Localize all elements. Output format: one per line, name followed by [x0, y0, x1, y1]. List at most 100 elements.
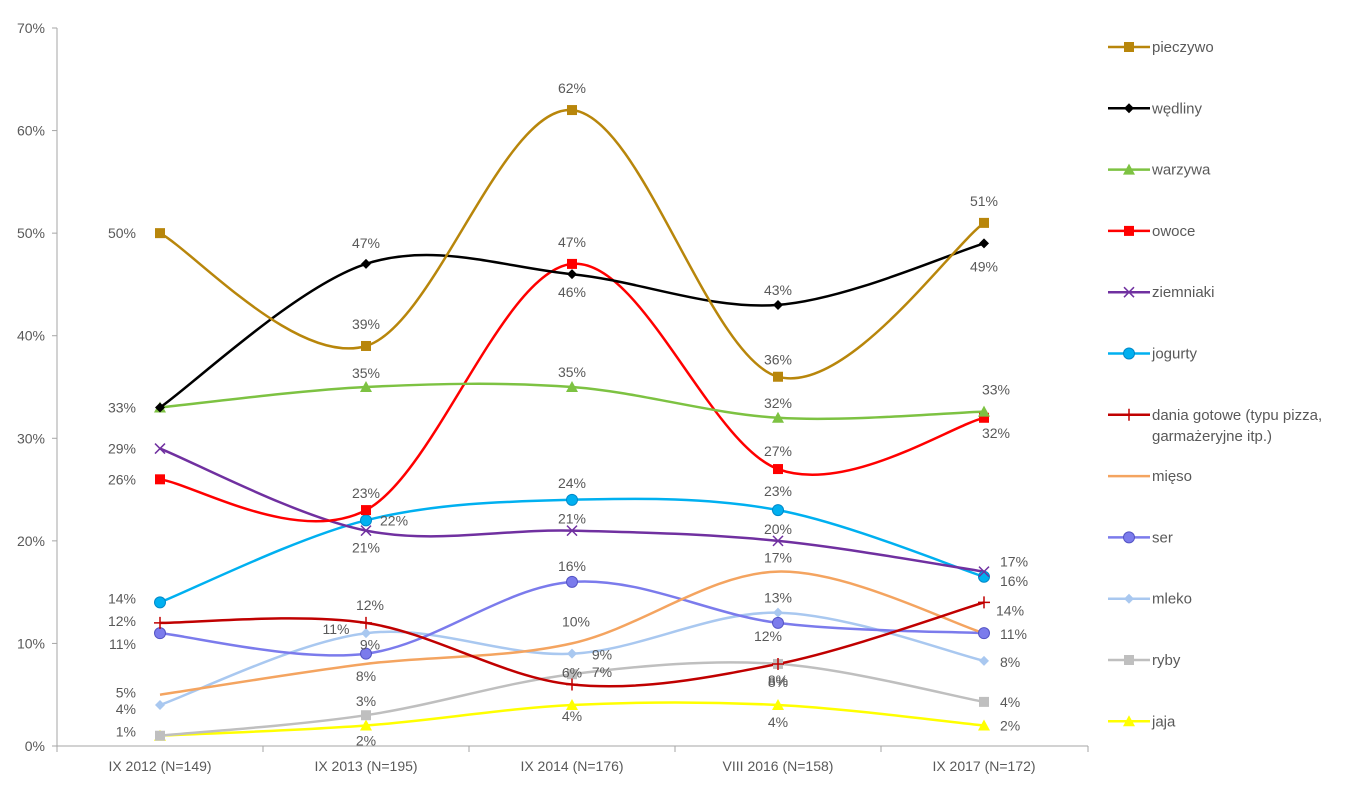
- legend-label: owoce: [1152, 223, 1195, 240]
- data-point-jaja: [978, 719, 990, 731]
- data-point-jogurty: [978, 570, 990, 583]
- data-label-ser: 16%: [558, 558, 586, 574]
- data-label-mieso: 17%: [764, 550, 792, 566]
- data-point-owoce: [773, 464, 783, 475]
- legend-item-owoce: owoce: [1108, 223, 1195, 240]
- chart-axes: 0% 10% 20% 30% 40% 50% 60% 70% IX 2012 (N=149) IX…: [17, 20, 1089, 774]
- legend-item-wedliny: wędliny: [1108, 100, 1203, 117]
- data-point-ziemniaki: [772, 535, 784, 547]
- legend-swatch-marker: [1123, 715, 1135, 727]
- data-label-warzywa: 35%: [558, 364, 586, 380]
- data-label-owoce: 47%: [558, 234, 586, 250]
- legend-item-ser: ser: [1108, 529, 1173, 546]
- data-label-ziemniaki: 21%: [352, 540, 380, 556]
- legend-label: wędliny: [1151, 100, 1203, 117]
- legend-swatch-marker: [1124, 42, 1134, 52]
- data-label-owoce: 26%: [108, 471, 136, 487]
- legend-label: mleko: [1152, 591, 1192, 608]
- data-label-warzywa: 32%: [764, 395, 792, 411]
- data-point-dania-gotowe-typu-pizza-garmazeryjne-itp: [154, 616, 166, 629]
- legend-label: dania gotowe (typu pizza,: [1152, 407, 1322, 424]
- data-point-dania-gotowe-typu-pizza-garmazeryjne-itp: [978, 596, 990, 609]
- y-tick-label: 20%: [17, 533, 45, 549]
- data-point-warzywa: [360, 381, 372, 392]
- data-label-jogurty: 22%: [380, 512, 408, 528]
- data-point-ryby: [567, 669, 577, 680]
- legend-item-jaja: jaja: [1108, 713, 1176, 730]
- data-label-dania-gotowe-typu-pizza-garmazeryjne-itp: 6%: [562, 664, 582, 680]
- legend-item-ryby: ryby: [1108, 652, 1181, 669]
- data-point-owoce: [567, 258, 577, 269]
- data-point-wedliny: [773, 299, 783, 310]
- data-point-mleko: [567, 648, 577, 659]
- data-label-ser: 9%: [360, 637, 380, 653]
- x-tick-label: IX 2017 (N=172): [932, 758, 1035, 774]
- y-tick-label: 10%: [17, 635, 45, 651]
- data-point-pieczywo: [979, 217, 989, 228]
- y-tick-label: 40%: [17, 328, 45, 344]
- x-tick-label: IX 2013 (N=195): [314, 758, 417, 774]
- data-point-warzywa: [566, 381, 578, 392]
- legend-label: garmażeryjne itp.): [1152, 428, 1272, 445]
- data-point-warzywa: [978, 405, 990, 417]
- data-point-dania-gotowe-typu-pizza-garmazeryjne-itp: [360, 616, 372, 629]
- data-label-ryby: 4%: [1000, 694, 1020, 710]
- data-point-mleko: [773, 607, 783, 618]
- legend-label: jaja: [1151, 713, 1176, 730]
- data-label-jaja: 1%: [116, 724, 136, 740]
- data-point-dania-gotowe-typu-pizza-garmazeryjne-itp: [772, 657, 784, 670]
- data-point-ryby: [155, 730, 165, 741]
- legend-swatch-marker: [1123, 347, 1135, 360]
- data-label-mleko: 4%: [116, 701, 136, 717]
- series-lines: [159, 108, 985, 737]
- legend-label: ziemniaki: [1152, 284, 1215, 301]
- data-label-pieczywo: 39%: [352, 316, 380, 332]
- y-tick-label: 70%: [17, 20, 45, 36]
- data-label-ziemniaki: 29%: [108, 441, 136, 457]
- legend-swatch-marker: [1123, 286, 1135, 298]
- data-label-wedliny: 49%: [970, 258, 998, 274]
- y-tick-label: 50%: [17, 225, 45, 241]
- data-label-dania-gotowe-typu-pizza-garmazeryjne-itp: 8%: [768, 674, 788, 690]
- data-label-ryby: 3%: [356, 693, 376, 709]
- legend-label: mięso: [1152, 468, 1192, 485]
- legend-swatch-marker: [1124, 103, 1134, 114]
- legend: pieczywo wędliny warzywa owoce ziemniaki jogu…: [1108, 39, 1322, 730]
- data-point-jogurty: [360, 514, 372, 527]
- data-point-mleko: [361, 628, 371, 639]
- data-label-wedliny: 43%: [764, 282, 792, 298]
- data-label-jaja: 4%: [562, 708, 582, 724]
- data-point-jogurty: [772, 504, 784, 517]
- data-label-ryby: 8%: [768, 672, 788, 688]
- data-point-warzywa: [772, 411, 784, 423]
- data-label-jogurty: 14%: [108, 590, 136, 606]
- data-point-ser: [772, 616, 784, 629]
- data-label-mleko: 13%: [764, 590, 792, 606]
- data-label-pieczywo: 51%: [970, 193, 998, 209]
- series-line-mieso: [159, 570, 985, 696]
- data-label-mleko: 11%: [323, 621, 350, 637]
- x-tick-label: IX 2014 (N=176): [520, 758, 623, 774]
- x-tick-label: IX 2012 (N=149): [108, 758, 211, 774]
- data-label-pieczywo: 36%: [764, 352, 792, 368]
- data-point-jogurty: [154, 596, 166, 609]
- data-label-ryby: 7%: [592, 664, 612, 680]
- legend-item-warzywa: warzywa: [1108, 162, 1211, 179]
- data-label-mleko: 8%: [1000, 654, 1020, 670]
- data-label-ser: 12%: [754, 628, 782, 644]
- data-label-owoce: 23%: [352, 485, 380, 501]
- data-point-mleko: [155, 699, 165, 710]
- data-label-jogurty: 23%: [764, 483, 792, 499]
- data-label-jaja: 2%: [1000, 717, 1020, 733]
- legend-swatch-marker: [1124, 225, 1134, 236]
- data-point-ser: [566, 575, 578, 588]
- data-point-pieczywo: [773, 371, 783, 382]
- data-point-mleko: [979, 655, 989, 666]
- series-markers: [154, 105, 990, 741]
- data-label-warzywa: 35%: [352, 365, 380, 381]
- data-label-dania-gotowe-typu-pizza-garmazeryjne-itp: 14%: [996, 602, 1024, 618]
- legend-item-mleko: mleko: [1108, 591, 1192, 608]
- data-point-jaja: [772, 698, 784, 710]
- data-label-mieso: 10%: [562, 613, 590, 629]
- data-point-jaja: [566, 698, 578, 710]
